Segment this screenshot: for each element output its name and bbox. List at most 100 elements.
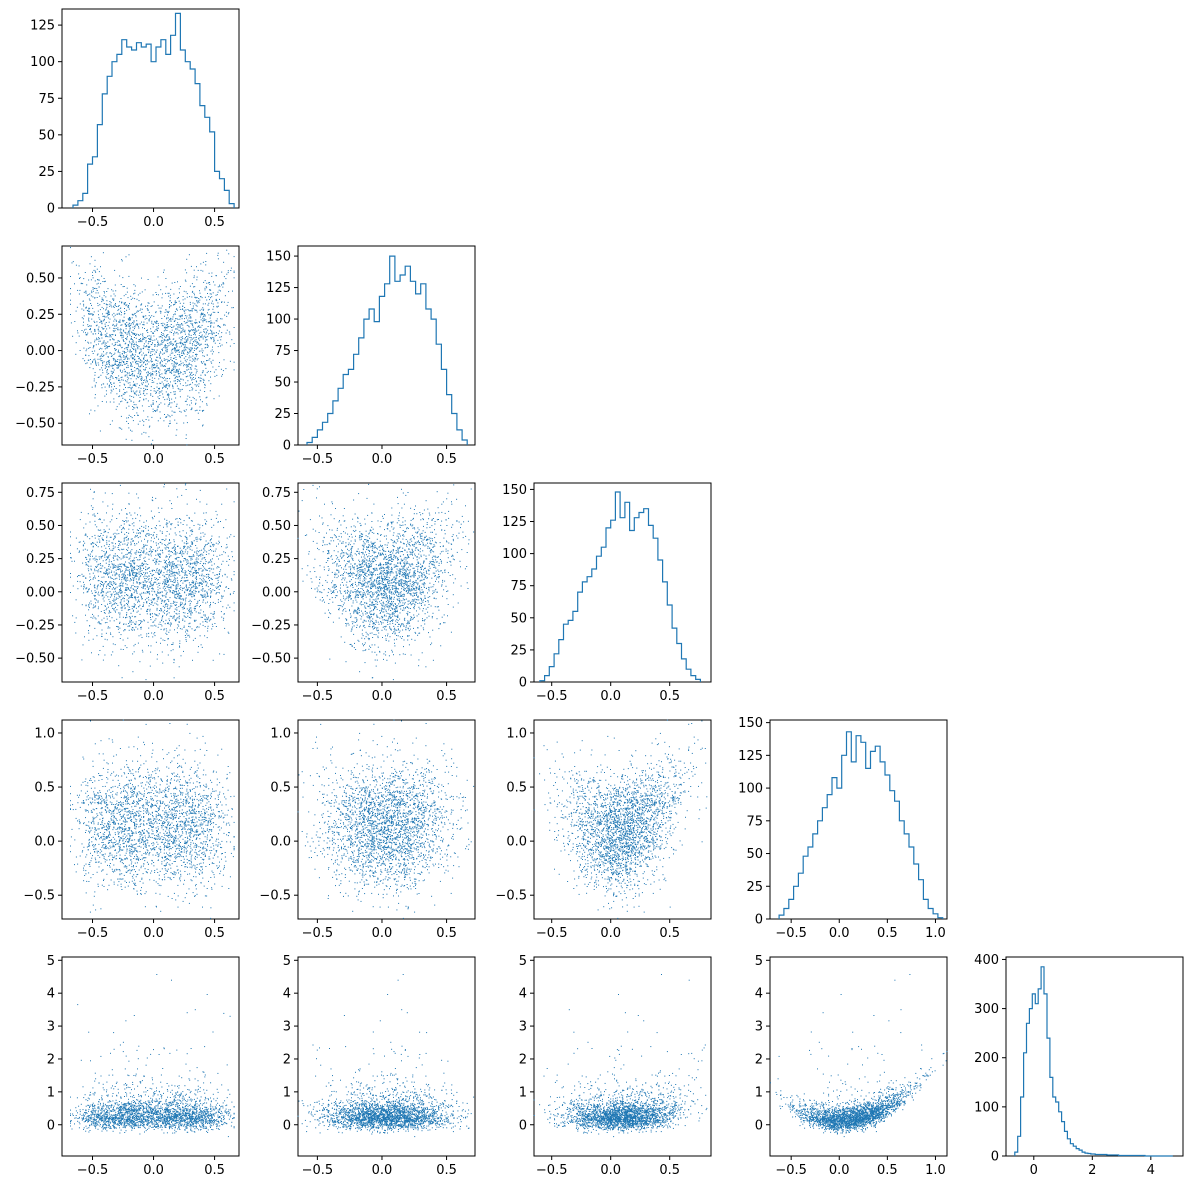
scatter-point (86, 284, 88, 286)
scatter-point (75, 632, 77, 634)
scatter-point (160, 343, 162, 345)
scatter-point (85, 562, 87, 564)
scatter-point (139, 583, 141, 585)
scatter-point (179, 286, 181, 287)
scatter-point (176, 591, 178, 593)
scatter-point (225, 311, 227, 313)
scatter-point (98, 330, 100, 332)
scatter-point (174, 311, 176, 313)
scatter-point (195, 353, 197, 355)
scatter-point (222, 374, 223, 376)
scatter-point (153, 531, 155, 533)
scatter-point (98, 376, 100, 378)
scatter-point (114, 348, 116, 350)
scatter-point (136, 363, 138, 365)
scatter-point (193, 269, 195, 271)
scatter-point (144, 580, 146, 582)
scatter-point (183, 344, 185, 346)
scatter-point (197, 358, 199, 360)
scatter-point (134, 616, 136, 618)
scatter-point (152, 339, 154, 341)
scatter-point (204, 319, 206, 321)
scatter-point (108, 584, 110, 586)
scatter-point (217, 311, 219, 313)
scatter-point (194, 609, 196, 611)
scatter-point (161, 617, 163, 619)
scatter-point (107, 346, 109, 347)
scatter-point (120, 401, 122, 403)
scatter-point (171, 581, 173, 583)
scatter-point (212, 601, 214, 603)
scatter-point (176, 385, 178, 387)
scatter-point (89, 325, 91, 327)
scatter-point (137, 345, 139, 347)
scatter-point (148, 578, 150, 580)
scatter-point (101, 590, 103, 592)
scatter-point (165, 416, 167, 418)
scatter-point (161, 359, 163, 361)
scatter-point (105, 335, 107, 337)
scatter-point (83, 540, 85, 542)
scatter-point (105, 376, 107, 378)
scatter-point (151, 499, 153, 501)
scatter-point (182, 608, 184, 610)
scatter-point (154, 550, 156, 552)
scatter-point (179, 306, 181, 308)
scatter-point (134, 312, 136, 314)
scatter-point (162, 383, 164, 385)
scatter-point (169, 560, 170, 562)
scatter-point (103, 586, 104, 588)
scatter-point (128, 275, 130, 277)
scatter-point (70, 288, 71, 289)
scatter-point (150, 534, 152, 535)
scatter-point (207, 304, 209, 306)
scatter-point (143, 560, 145, 562)
scatter-point (186, 537, 188, 539)
scatter-point (198, 325, 199, 327)
scatter-point (105, 334, 107, 336)
scatter-point (184, 558, 186, 559)
scatter-point (108, 612, 110, 614)
scatter-point (92, 572, 94, 574)
scatter-point (94, 297, 96, 299)
scatter-point (207, 326, 209, 327)
scatter-point (125, 583, 127, 585)
scatter-point (180, 595, 182, 597)
scatter-point (96, 586, 98, 588)
scatter-point (169, 422, 171, 424)
scatter-point (102, 328, 104, 330)
scatter-point (113, 557, 114, 559)
scatter-point (149, 355, 151, 357)
scatter-point (217, 286, 219, 288)
scatter-point (85, 614, 86, 616)
scatter-point (148, 591, 150, 593)
scatter-point (113, 358, 115, 360)
scatter-point (184, 635, 186, 636)
scatter-point (129, 398, 131, 400)
scatter-point (190, 320, 192, 322)
scatter-point (198, 572, 199, 574)
scatter-point (131, 566, 133, 568)
scatter-point (183, 520, 185, 522)
scatter-point (166, 524, 168, 526)
scatter-point (150, 375, 152, 377)
scatter-point (137, 497, 139, 499)
scatter-point (208, 589, 210, 591)
scatter-point (166, 578, 168, 580)
scatter-point (151, 382, 153, 383)
scatter-point (98, 317, 100, 319)
scatter-point (132, 610, 134, 612)
scatter-point (116, 393, 118, 395)
scatter-point (170, 524, 172, 526)
scatter-point (148, 349, 150, 351)
scatter-point (195, 575, 197, 577)
scatter-point (153, 365, 155, 367)
scatter-point (106, 556, 108, 558)
scatter-point (139, 559, 141, 560)
scatter-point (83, 305, 85, 307)
scatter-point (165, 309, 167, 311)
scatter-point (159, 363, 161, 365)
scatter-point (191, 531, 193, 533)
scatter-point (131, 417, 133, 419)
scatter-point (214, 335, 216, 337)
